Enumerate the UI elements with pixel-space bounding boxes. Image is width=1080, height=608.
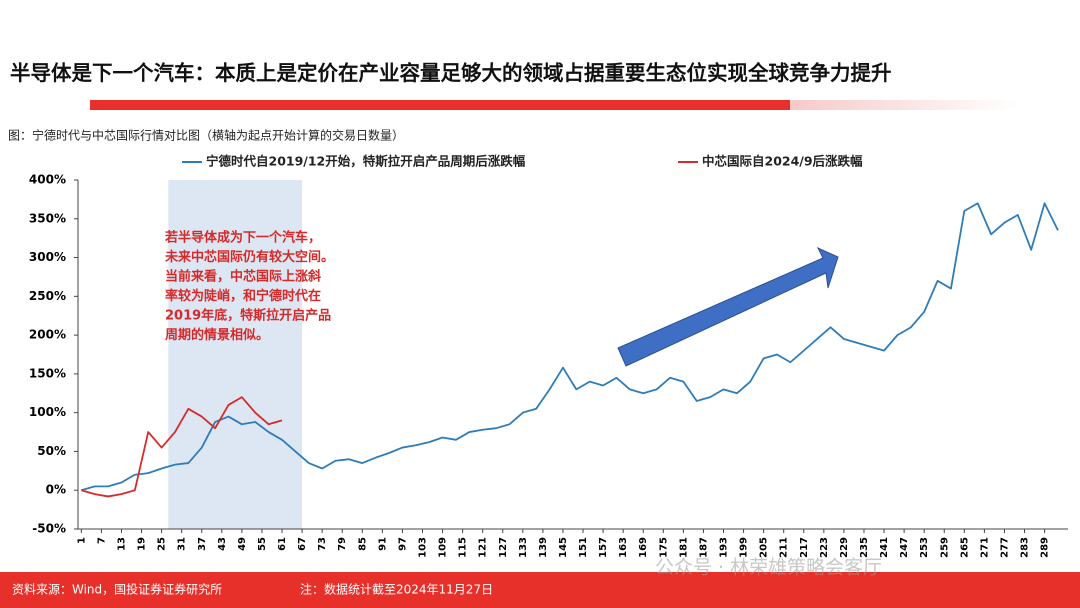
- highlight-region: [168, 180, 303, 529]
- annotation-line: 若半导体成为下一个汽车，: [164, 230, 321, 246]
- y-tick-label: 300%: [29, 250, 66, 264]
- series-line: [81, 202, 1059, 492]
- x-tick-label: 175: [658, 537, 669, 558]
- slide-title: 半导体是下一个汽车：本质上是定价在产业容量足够大的领域占据重要生态位实现全球竞争…: [10, 61, 892, 85]
- series-line: [81, 396, 283, 498]
- footer-source: 资料来源：Wind，国投证券证券研究所: [12, 582, 222, 597]
- x-tick-label: 61: [277, 537, 288, 551]
- title-bar: [90, 100, 790, 110]
- annotation-line: 周期的情景相似。: [165, 327, 269, 343]
- footer-band: [0, 572, 1080, 608]
- annotation-line: 当前来看，中芯国际上涨斜: [165, 269, 321, 285]
- x-tick-label: 217: [799, 537, 810, 558]
- x-tick-label: 289: [1040, 537, 1051, 558]
- x-tick-label: 91: [377, 537, 388, 551]
- y-tick-label: 50%: [37, 444, 66, 458]
- x-tick-label: 157: [598, 537, 609, 558]
- x-tick-label: 139: [538, 537, 549, 558]
- x-tick-label: 265: [959, 537, 970, 558]
- x-tick-label: 121: [478, 537, 489, 558]
- x-tick-label: 109: [438, 537, 449, 558]
- x-tick-label: 277: [999, 537, 1010, 558]
- y-tick-label: -50%: [32, 522, 66, 536]
- y-tick-label: 200%: [29, 328, 66, 342]
- x-tick-label: 223: [819, 537, 830, 558]
- x-tick-label: 247: [899, 537, 910, 558]
- x-tick-label: 19: [137, 537, 148, 551]
- annotation-line: 未来中芯国际仍有较大空间。: [164, 249, 334, 265]
- x-tick-label: 127: [498, 537, 509, 558]
- legend-label: 中芯国际自2024/9后涨跌幅: [702, 154, 863, 169]
- trend-arrow: [617, 246, 839, 367]
- x-tick-label: 163: [618, 537, 629, 558]
- x-tick-label: 1: [76, 537, 87, 544]
- x-tick-label: 97: [397, 537, 408, 551]
- x-tick-label: 253: [919, 537, 930, 558]
- chart-caption: 图：宁德时代与中芯国际行情对比图（横轴为起点开始计算的交易日数量）: [8, 128, 404, 143]
- x-tick-label: 115: [458, 537, 469, 558]
- x-tick-label: 145: [558, 537, 569, 558]
- x-tick-label: 193: [719, 537, 730, 558]
- x-tick-label: 235: [859, 537, 870, 558]
- x-tick-label: 79: [337, 537, 348, 551]
- x-tick-label: 103: [417, 537, 428, 558]
- x-tick-label: 199: [739, 537, 750, 558]
- x-tick-label: 49: [237, 537, 248, 551]
- x-tick-label: 13: [116, 537, 127, 551]
- annotation-line: 率较为陡峭，和宁德时代在: [165, 288, 321, 304]
- x-tick-label: 181: [678, 537, 689, 558]
- x-tick-label: 55: [257, 537, 268, 551]
- footer-note: 注：数据统计截至2024年11月27日: [300, 582, 493, 597]
- x-tick-label: 43: [217, 537, 228, 551]
- watermark: 公众号 · 林荣雄策略会客厅: [655, 557, 882, 579]
- x-tick-label: 133: [518, 537, 529, 558]
- y-tick-label: 150%: [29, 366, 66, 380]
- x-tick-label: 37: [197, 537, 208, 551]
- annotation-line: 2019年底，特斯拉开启产品: [165, 308, 331, 324]
- x-tick-label: 241: [879, 537, 890, 558]
- x-tick-label: 7: [96, 537, 107, 544]
- x-tick-label: 151: [578, 537, 589, 558]
- x-tick-label: 169: [638, 537, 649, 558]
- x-tick-label: 211: [779, 537, 790, 558]
- x-tick-label: 259: [939, 537, 950, 558]
- x-tick-label: 73: [317, 537, 328, 551]
- x-tick-label: 25: [157, 537, 168, 551]
- x-tick-label: 31: [177, 537, 188, 551]
- x-tick-label: 67: [297, 537, 308, 551]
- x-tick-label: 187: [698, 537, 709, 558]
- y-tick-label: 350%: [29, 211, 66, 225]
- x-tick-label: 205: [759, 537, 770, 558]
- title-bar-fade: [790, 100, 1020, 110]
- legend-label: 宁德时代自2019/12开始，特斯拉开启产品周期后涨跌幅: [206, 154, 526, 169]
- y-tick-label: 250%: [29, 289, 66, 303]
- x-tick-label: 229: [839, 537, 850, 558]
- x-tick-label: 283: [1020, 537, 1031, 558]
- y-tick-label: 400%: [29, 173, 66, 187]
- y-tick-label: 0%: [46, 483, 66, 497]
- x-tick-label: 271: [979, 537, 990, 558]
- x-tick-label: 85: [357, 537, 368, 551]
- y-tick-label: 100%: [29, 405, 66, 419]
